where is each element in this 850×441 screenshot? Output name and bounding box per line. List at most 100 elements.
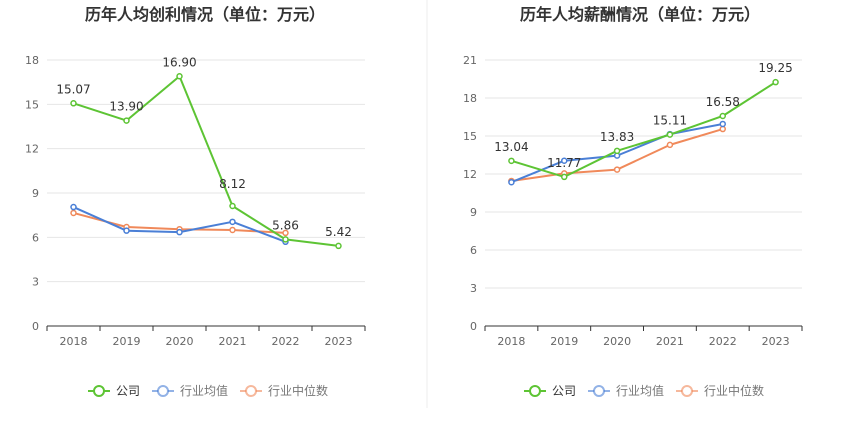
- y-tick-label: 12: [25, 143, 39, 156]
- industry-median-point: [666, 141, 674, 149]
- legend-item[interactable]: 公司: [88, 384, 140, 398]
- legend-label: 公司: [552, 384, 576, 398]
- legend-swatch-marker: [245, 385, 257, 397]
- legend-swatch-marker: [93, 385, 105, 397]
- y-tick-label: 21: [463, 54, 477, 67]
- legend-label: 行业均值: [616, 383, 664, 398]
- company-point: [229, 202, 236, 210]
- company-point: [613, 147, 621, 155]
- data-label: 5.42: [325, 225, 352, 239]
- company-point: [508, 157, 515, 165]
- legend-item[interactable]: 行业中位数: [676, 383, 764, 398]
- legend-swatch-marker: [157, 385, 169, 397]
- industry-mean-point: [123, 227, 130, 234]
- company-point: [561, 173, 568, 181]
- data-label: 13.83: [600, 130, 634, 144]
- y-tick-label: 12: [463, 168, 477, 181]
- company-point: [719, 112, 726, 120]
- company-point: [666, 131, 674, 138]
- data-label: 13.90: [109, 100, 143, 114]
- legend-item[interactable]: 行业中位数: [240, 383, 328, 398]
- industry-median-point: [70, 209, 77, 217]
- salary-per-capita-chart: 历年人均薪酬情况（单位：万元） 0 3 6 9 12 15 18 21 2018 2019 202…: [463, 5, 803, 398]
- legend-item[interactable]: 行业均值: [588, 383, 664, 398]
- industry-median-point: [719, 125, 726, 133]
- y-tick-label: 18: [25, 54, 39, 67]
- y-tick-label: 18: [463, 92, 477, 105]
- y-tick-label: 15: [463, 130, 477, 143]
- y-tick-label: 3: [32, 276, 39, 289]
- industry-mean-point: [561, 157, 568, 164]
- y-tick-label: 6: [470, 244, 477, 257]
- data-labels: 15.07 13.90 16.90 8.12 5.86 5.42: [56, 55, 352, 239]
- x-tick-label: 2020: [603, 335, 631, 348]
- y-tick-label: 3: [470, 282, 477, 295]
- legend-swatch-marker: [681, 385, 693, 397]
- x-tick-label: 2019: [550, 335, 578, 348]
- x-tick-label: 2020: [166, 335, 194, 348]
- company-line: [511, 81, 777, 178]
- industry-median-point: [613, 166, 621, 173]
- legend: 公司 行业均值 行业中位数: [524, 383, 764, 398]
- company-point: [335, 242, 342, 250]
- data-label: 11.77: [547, 156, 581, 170]
- industry-mean-point: [70, 203, 77, 211]
- series-layer: [508, 78, 779, 186]
- data-label: 8.12: [219, 177, 246, 191]
- x-tick-label: 2021: [656, 335, 684, 348]
- y-axis: 0 3 6 9 12 15 18 21: [463, 54, 802, 333]
- company-point: [70, 100, 77, 107]
- data-label: 19.25: [758, 61, 792, 75]
- y-axis: 0 3 6 9 12 15 18: [25, 54, 365, 333]
- industry-median-point: [282, 229, 289, 237]
- legend-swatch-marker: [529, 385, 541, 397]
- x-tick-label: 2018: [497, 335, 525, 348]
- y-tick-label: 6: [32, 231, 39, 244]
- company-point: [176, 73, 183, 80]
- data-label: 16.58: [706, 95, 740, 109]
- chart-title: 历年人均创利情况（单位：万元）: [85, 5, 325, 24]
- legend-label: 行业中位数: [268, 383, 328, 398]
- data-label: 15.11: [653, 114, 687, 128]
- legend-item[interactable]: 公司: [524, 384, 576, 398]
- industry-mean-point: [508, 178, 515, 186]
- x-tick-label: 2019: [113, 335, 141, 348]
- y-tick-label: 15: [25, 98, 39, 111]
- industry-mean-point: [229, 218, 236, 226]
- x-axis: 2018 2019 2020 2021 2022 2023: [46, 325, 366, 348]
- chart-title: 历年人均薪酬情况（单位：万元）: [520, 5, 760, 24]
- y-tick-label: 9: [470, 206, 477, 219]
- x-axis: 2018 2019 2020 2021 2022 2023: [484, 325, 803, 348]
- x-tick-label: 2022: [272, 335, 300, 348]
- industry-median-point: [229, 226, 236, 234]
- x-tick-label: 2018: [60, 335, 88, 348]
- legend-label: 行业中位数: [704, 383, 764, 398]
- legend-label: 行业均值: [180, 383, 228, 398]
- company-point: [772, 78, 779, 86]
- x-tick-label: 2023: [762, 335, 790, 348]
- legend-swatch-marker: [593, 385, 605, 397]
- x-tick-label: 2023: [325, 335, 353, 348]
- company-line: [73, 75, 339, 247]
- company-point: [282, 236, 289, 243]
- series-layer: [70, 73, 342, 250]
- data-label: 16.90: [162, 55, 196, 69]
- data-label: 5.86: [272, 218, 299, 232]
- company-point: [123, 117, 130, 124]
- legend-item[interactable]: 行业均值: [152, 383, 228, 398]
- data-label: 15.07: [56, 82, 90, 96]
- legend: 公司 行业均值 行业中位数: [88, 383, 328, 398]
- y-tick-label: 9: [32, 187, 39, 200]
- industry-mean-line: [73, 206, 286, 243]
- y-tick-label: 0: [470, 320, 477, 333]
- industry-mean-point: [719, 120, 726, 128]
- x-tick-label: 2021: [219, 335, 247, 348]
- legend-label: 公司: [116, 384, 140, 398]
- x-tick-label: 2022: [709, 335, 737, 348]
- data-labels: 13.04 11.77 13.83 15.11 16.58 19.25: [494, 61, 793, 170]
- industry-mean-point: [176, 228, 183, 236]
- data-label: 13.04: [494, 140, 528, 154]
- y-tick-label: 0: [32, 320, 39, 333]
